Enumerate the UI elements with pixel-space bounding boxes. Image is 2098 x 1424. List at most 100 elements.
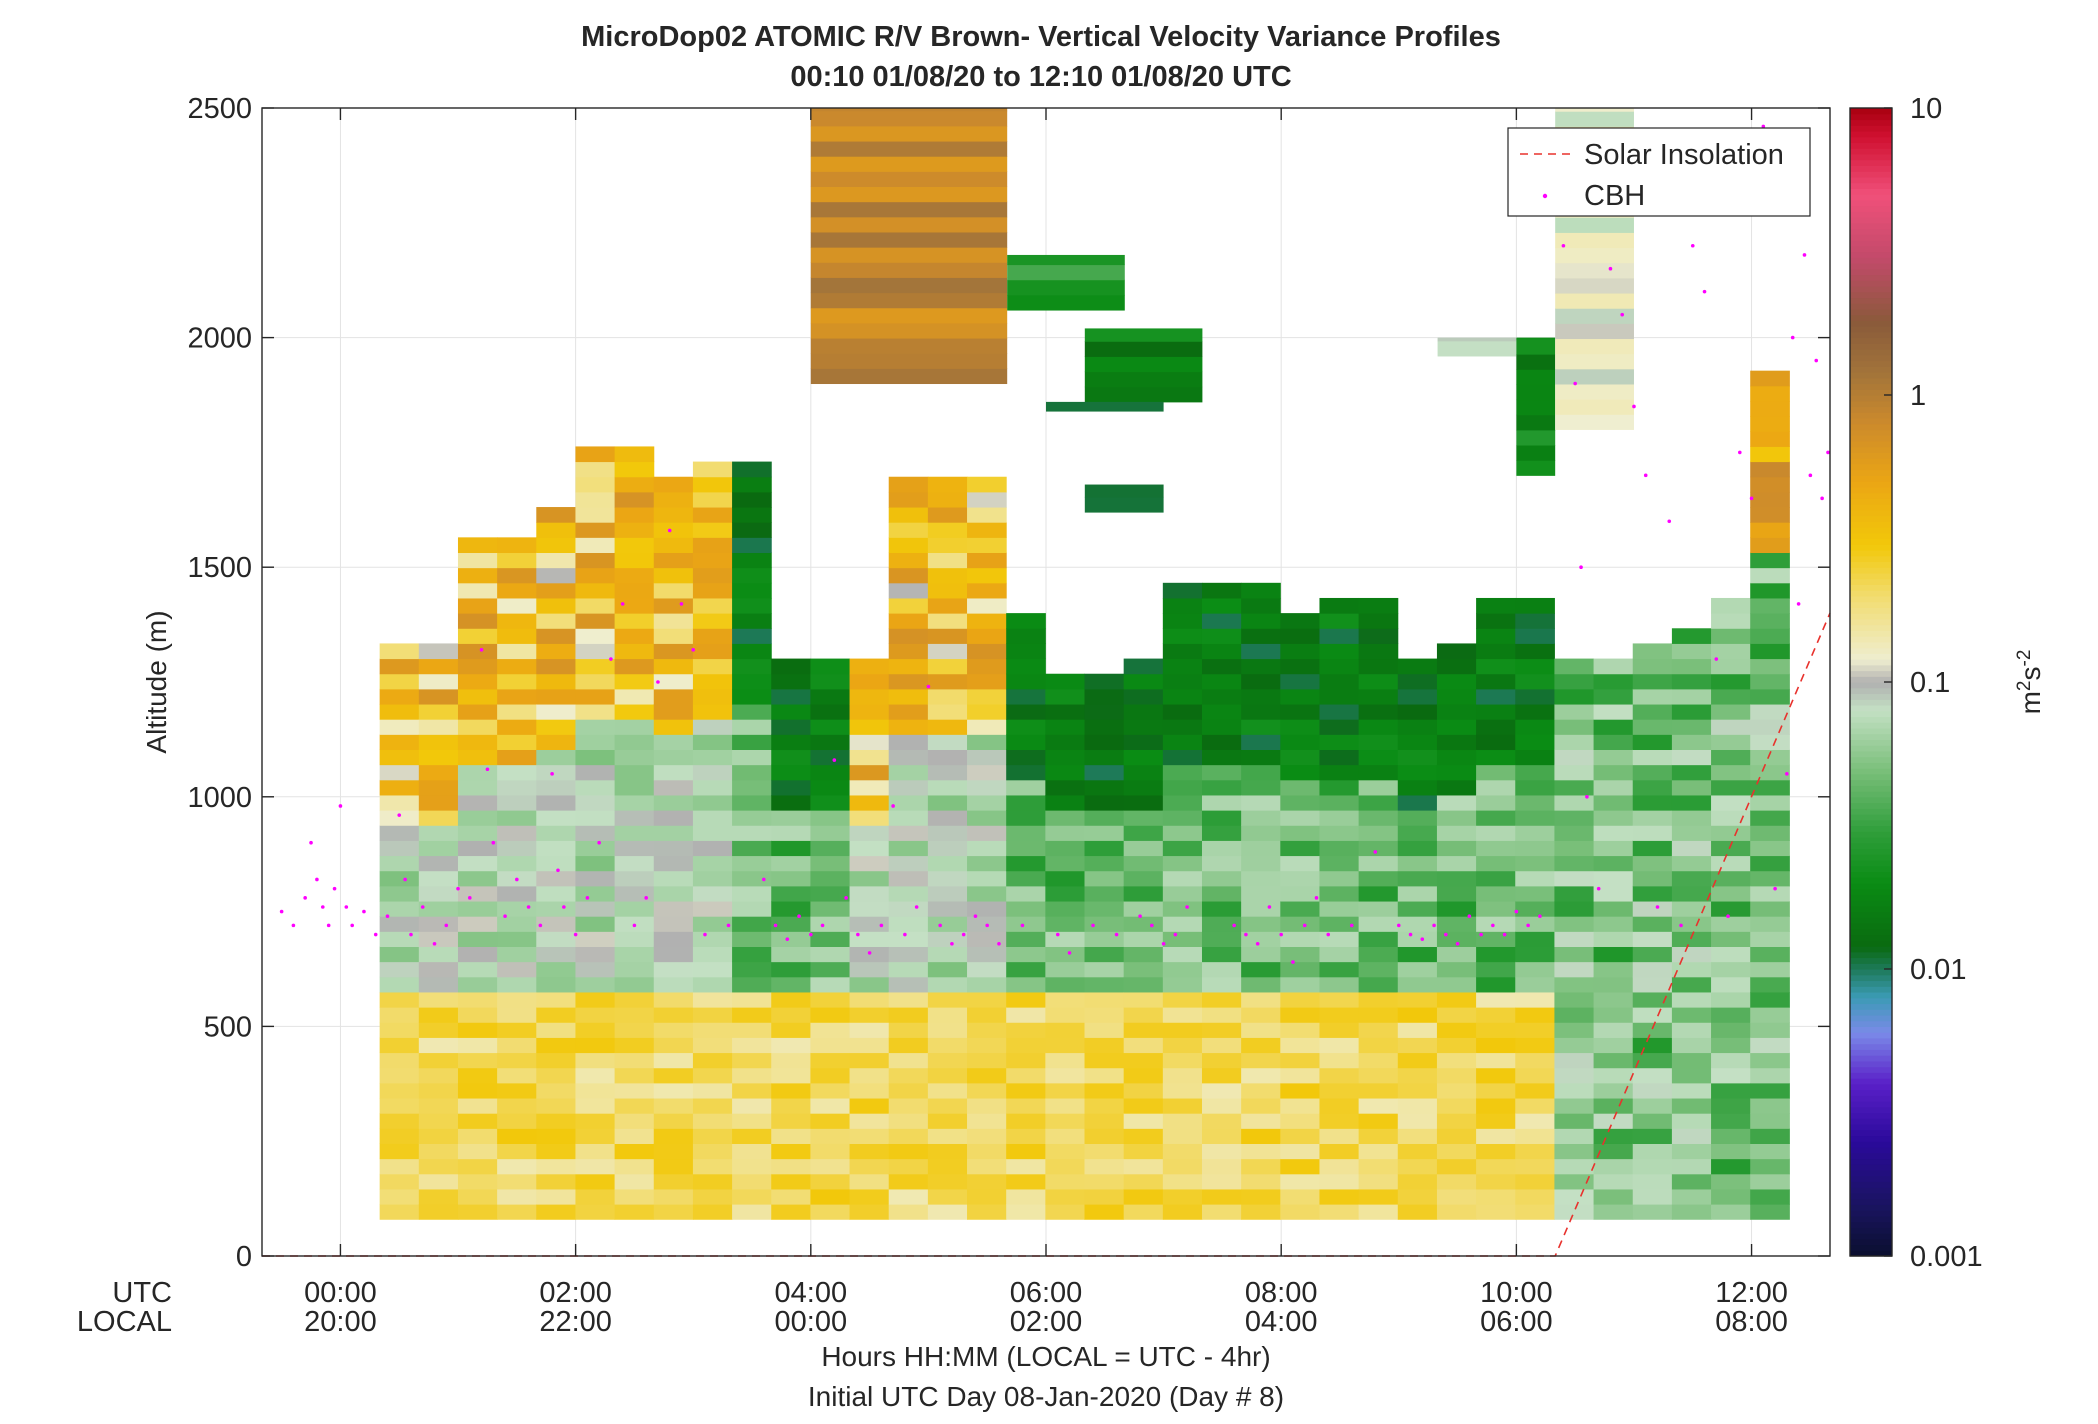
heatmap-cell — [1201, 870, 1242, 887]
heatmap-cell — [1201, 658, 1242, 675]
upper-layer-cell-0 — [810, 338, 1008, 354]
cbh-point — [1679, 923, 1683, 928]
heatmap-cell — [1750, 885, 1790, 902]
heatmap-cell — [1397, 901, 1438, 917]
heatmap-cell — [1162, 1204, 1203, 1220]
heatmap-cell — [1632, 991, 1673, 1008]
heatmap-cell — [1593, 946, 1634, 963]
heatmap-cell — [692, 794, 733, 811]
heatmap-cell — [1319, 1128, 1360, 1144]
heatmap-cell — [1319, 1113, 1360, 1129]
heatmap-cell — [967, 870, 1007, 887]
heatmap-cell — [888, 522, 929, 538]
cbh-point — [1267, 905, 1272, 909]
colorbar-swatch — [1850, 354, 1892, 362]
heatmap-cell — [1123, 931, 1164, 947]
heatmap-cell — [1084, 704, 1125, 720]
heatmap-cell — [1554, 764, 1595, 781]
heatmap-cell — [927, 719, 968, 735]
heatmap-cell — [1123, 976, 1164, 993]
heatmap-cell — [732, 976, 772, 993]
heatmap-cell — [1084, 916, 1125, 932]
heatmap-cell — [967, 1007, 1007, 1023]
heatmap-cell — [1162, 1037, 1203, 1054]
heatmap-cell — [888, 916, 929, 932]
heatmap-cell — [1006, 1082, 1046, 1099]
heatmap-cell — [457, 1052, 498, 1069]
colorbar-swatch — [1850, 710, 1892, 718]
heatmap-cell — [1554, 1158, 1595, 1175]
heatmap-cell — [418, 855, 459, 872]
heatmap-cell — [536, 613, 576, 629]
heatmap-cell — [1632, 704, 1673, 720]
heatmap-cell — [379, 1188, 420, 1205]
heatmap-cell — [614, 613, 655, 629]
cbh-point — [326, 923, 331, 928]
heatmap-cell — [1241, 719, 1281, 735]
heatmap-cell — [1593, 1158, 1634, 1175]
heatmap-cell — [1397, 1007, 1438, 1023]
colorbar-swatch — [1850, 561, 1892, 568]
heatmap-cell — [732, 1022, 772, 1038]
heatmap-cell — [967, 658, 1007, 675]
heatmap-cell — [1319, 885, 1360, 902]
heatmap-cell — [1123, 916, 1164, 932]
heatmap-cell — [1711, 825, 1751, 841]
heatmap-cell — [497, 916, 537, 932]
heatmap-cell — [614, 794, 655, 811]
heatmap-cell — [927, 537, 968, 554]
cbh-point — [279, 909, 284, 914]
heatmap-cell — [1241, 840, 1281, 857]
colorbar-swatch — [1850, 383, 1892, 390]
heatmap-cell — [1084, 870, 1125, 887]
heatmap-cell — [692, 628, 733, 644]
heatmap-cell — [1671, 1113, 1712, 1129]
heatmap-cell — [1476, 1098, 1516, 1114]
heatmap-cell — [457, 764, 498, 781]
heatmap-cell — [1280, 1052, 1320, 1069]
cbh-point — [550, 772, 554, 776]
heatmap-cell — [1241, 976, 1281, 993]
heatmap-cell — [1201, 1188, 1242, 1205]
heatmap-cell — [1045, 825, 1086, 841]
heatmap-cell — [1593, 734, 1634, 751]
heatmap-cell — [1201, 1173, 1242, 1190]
heatmap-cell — [1319, 734, 1360, 751]
heatmap-cell — [575, 1204, 616, 1220]
heatmap-cell — [967, 779, 1007, 796]
heatmap-cell — [575, 1098, 616, 1114]
heatmap-cell — [692, 901, 733, 917]
heatmap-cell — [927, 1052, 968, 1069]
heatmap-cell — [692, 840, 733, 857]
cbh-point — [467, 896, 472, 900]
heatmap-cell — [1436, 961, 1477, 978]
heatmap-cell — [1045, 794, 1086, 811]
heatmap-cell — [457, 582, 498, 599]
heatmap-cell — [1671, 991, 1712, 1008]
heatmap-cell — [653, 764, 694, 781]
heatmap-cell — [1397, 673, 1438, 690]
heatmap-cell — [1162, 1128, 1203, 1144]
heatmap-cell — [1045, 688, 1086, 705]
heatmap-cell — [1671, 1052, 1712, 1069]
heatmap-cell — [536, 522, 576, 538]
heatmap-cell — [771, 946, 811, 963]
heatmap-cell — [1515, 840, 1555, 857]
heatmap-cell — [1397, 734, 1438, 751]
heatmap-cell — [1515, 794, 1555, 811]
upper-layer-cell-1 — [1007, 264, 1125, 281]
cbh-point — [879, 923, 884, 928]
heatmap-cell — [497, 613, 537, 629]
heatmap-cell — [967, 537, 1007, 554]
heatmap-cell — [967, 476, 1007, 493]
heatmap-cell — [771, 1082, 811, 1099]
heatmap-cell — [1358, 991, 1399, 1008]
heatmap-cell — [653, 507, 694, 523]
heatmap-cell — [1397, 764, 1438, 781]
colorbar-tick-label-3: 1 — [1910, 380, 1926, 412]
heatmap-cell — [732, 704, 772, 720]
heatmap-cell — [536, 582, 576, 599]
heatmap-cell — [575, 688, 616, 705]
heatmap-cell — [1241, 734, 1281, 751]
